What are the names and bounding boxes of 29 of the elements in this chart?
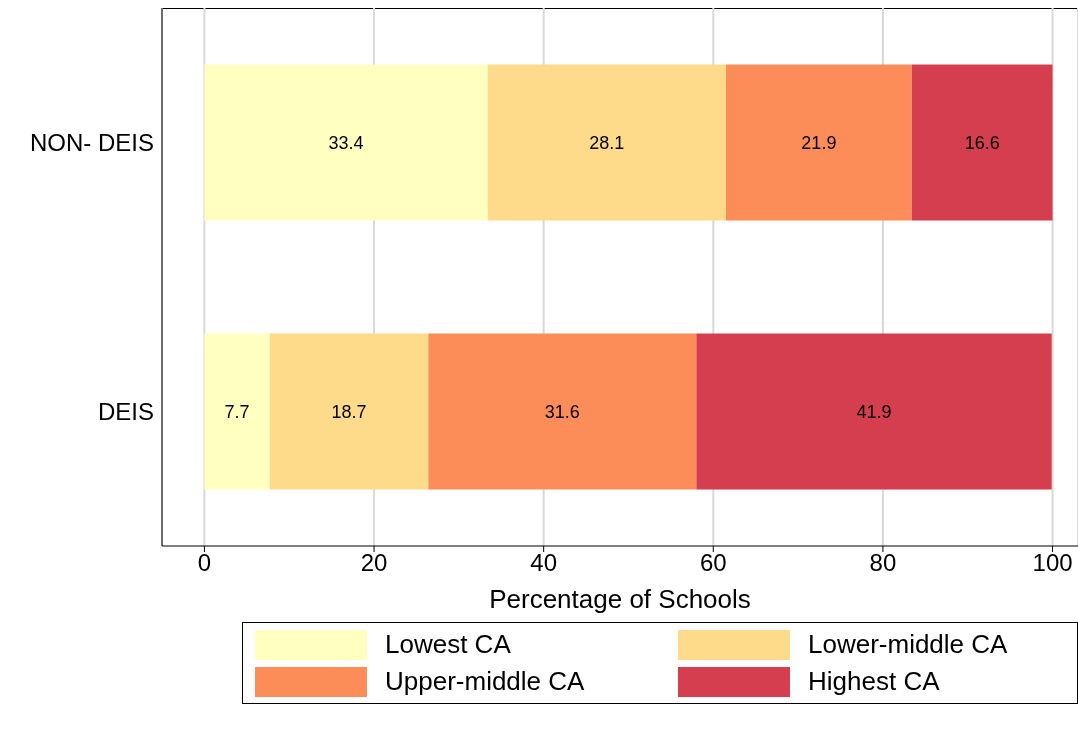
x-tick-label: 0 — [197, 549, 212, 577]
bar — [726, 64, 912, 221]
y-tick-label: DEIS — [97, 398, 154, 426]
x-tick-label: 20 — [360, 549, 388, 577]
legend-label: Lower-middle CA — [808, 629, 1008, 660]
data-label: 18.7 — [331, 401, 367, 422]
x-tick-label: 100 — [1032, 549, 1073, 577]
legend-label: Upper-middle CA — [385, 666, 585, 697]
x-tick-label: 80 — [869, 549, 897, 577]
bar — [204, 64, 488, 221]
bar — [911, 64, 1053, 221]
x-axis-title: Percentage of Schools — [489, 584, 751, 614]
data-label: 41.9 — [856, 401, 892, 422]
data-label: 7.7 — [224, 401, 250, 422]
x-tick-label: 40 — [530, 549, 558, 577]
data-label: 33.4 — [328, 132, 364, 153]
data-label: 16.6 — [964, 132, 1000, 153]
legend-label: Highest CA — [808, 666, 940, 697]
x-tick-label: 60 — [699, 549, 727, 577]
data-label: 31.6 — [544, 401, 580, 422]
y-tick-label: NON- DEIS — [29, 129, 154, 157]
bar — [428, 333, 697, 490]
legend-label: Lowest CA — [385, 629, 511, 660]
bar — [204, 333, 270, 490]
bar — [269, 333, 429, 490]
bar — [487, 64, 727, 221]
data-label: 28.1 — [589, 132, 625, 153]
bar — [696, 333, 1052, 490]
data-label: 21.9 — [801, 132, 837, 153]
